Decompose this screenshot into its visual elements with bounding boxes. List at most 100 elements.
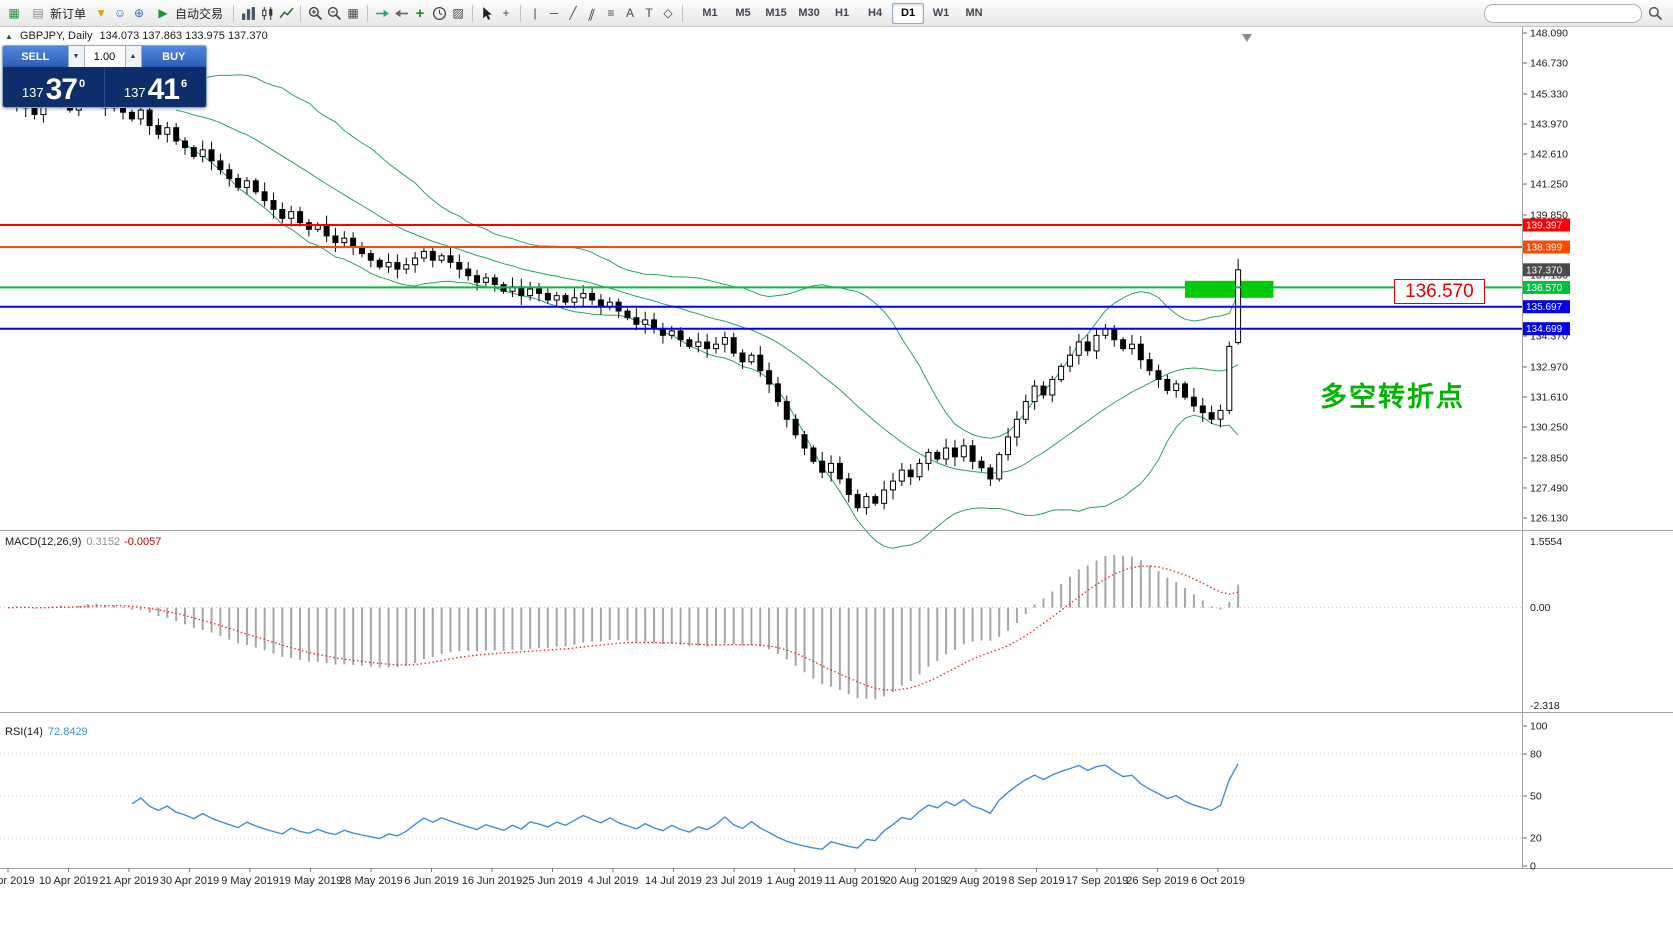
price-tick-label: 131.610	[1530, 391, 1568, 403]
one-click-collapse-arrow[interactable]: ▲	[5, 31, 13, 41]
autotrade-button[interactable]: ▶ 自动交易	[149, 3, 228, 23]
bar-chart-icon[interactable]	[239, 4, 257, 23]
rsi-indicator-label: RSI(14) 72.8429	[5, 726, 88, 738]
timeframe-w1[interactable]: W1	[932, 7, 950, 19]
channel-tool-icon[interactable]: ∥	[586, 6, 598, 20]
candle-body	[907, 469, 914, 478]
price-marker-139.397[interactable]	[1523, 218, 1570, 232]
toolbar-separator	[520, 4, 522, 22]
candle-body	[235, 178, 242, 188]
date-label: 16 Jun 2019	[462, 875, 523, 887]
search-icon[interactable]	[1646, 4, 1664, 23]
horizontal-line-tool-icon[interactable]: ─	[549, 6, 559, 20]
candle-body	[996, 454, 1003, 480]
candle-body	[1058, 365, 1065, 381]
candle-body	[1199, 405, 1206, 414]
sell-button[interactable]: SELL	[3, 46, 68, 67]
fibonacci-tool-icon[interactable]: ≡	[607, 6, 615, 20]
toolbar-separator	[300, 4, 302, 22]
new-order-button[interactable]: ▤ 新订单	[24, 3, 91, 23]
cursor-icon[interactable]	[478, 4, 496, 23]
search-area	[1484, 3, 1668, 23]
candle-body	[969, 445, 976, 462]
candle-body	[792, 418, 799, 436]
date-label: 17 Sep 2019	[1066, 875, 1128, 887]
tile-windows-icon[interactable]: ▦	[347, 6, 359, 20]
text-tool-icon[interactable]: A	[626, 6, 635, 20]
vertical-line-tool-icon[interactable]: |	[533, 6, 537, 20]
price-callout[interactable]: 136.570	[1394, 279, 1485, 304]
candles	[5, 82, 1242, 515]
candle-body	[633, 317, 640, 325]
candle-body	[854, 493, 861, 509]
zoom-out-icon[interactable]	[325, 4, 343, 23]
timeframe-m1[interactable]: M1	[702, 7, 718, 19]
candle-body	[1129, 343, 1135, 350]
turning-point-annotation: 多空转折点	[1320, 382, 1465, 412]
timeframe-m15[interactable]: M15	[765, 7, 787, 19]
candle-body	[1120, 339, 1127, 350]
price-tick-label: 148.090	[1530, 28, 1568, 40]
timeframe-h4[interactable]: H4	[868, 7, 883, 19]
highlight-rect[interactable]	[1185, 280, 1274, 298]
sell-price[interactable]: 137 37 0	[3, 67, 105, 107]
macd-scale-bottom: -2.318	[1530, 700, 1560, 712]
timeframe-m30[interactable]: M30	[798, 7, 820, 19]
auto-scroll-icon[interactable]	[373, 4, 391, 23]
periods-clock-icon[interactable]	[430, 4, 448, 23]
macd-main-value: 0.3152	[86, 536, 121, 548]
toolbar-separator	[367, 4, 369, 22]
profile-icon[interactable]: ☺	[113, 6, 127, 20]
timeframe-h1[interactable]: H1	[835, 7, 850, 19]
macd-scale-top: 1.5554	[1530, 536, 1562, 548]
buy-price[interactable]: 137 41 6	[105, 67, 206, 107]
search-input[interactable]	[1484, 3, 1642, 23]
candlestick-chart-icon[interactable]	[258, 4, 276, 23]
trendline-tool-icon[interactable]: ╱	[569, 6, 577, 20]
candle-body	[1217, 409, 1224, 420]
shapes-tool-icon[interactable]: ◇	[663, 6, 673, 20]
autotrade-play-icon: ▶	[158, 6, 168, 20]
new-chart-icon[interactable]: ▦	[8, 6, 20, 20]
candle-body	[801, 434, 808, 449]
price-marker-label: 135.697	[1526, 302, 1563, 313]
timeframe-d1[interactable]: D1	[892, 2, 925, 24]
timeframe-mn[interactable]: MN	[965, 7, 983, 19]
price-marker-138.399[interactable]	[1523, 240, 1570, 254]
label-tool-icon[interactable]: T	[645, 6, 653, 20]
crosshair-icon[interactable]: +	[502, 6, 510, 20]
volume-input[interactable]: 1.00	[84, 46, 125, 67]
line-chart-icon[interactable]	[277, 4, 295, 23]
buy-button[interactable]: BUY	[141, 46, 206, 67]
volume-down-button[interactable]: ▼	[67, 46, 85, 67]
price-tick-label: 142.610	[1530, 149, 1568, 161]
price-tick-label: 127.490	[1530, 482, 1568, 494]
chart-shift-marker[interactable]	[1242, 34, 1252, 42]
date-label: 4 Jul 2019	[588, 875, 639, 887]
funnel-icon[interactable]: ▼	[95, 6, 107, 20]
price-tick-label: 141.250	[1530, 179, 1568, 191]
candle-body	[270, 200, 277, 210]
price-marker-135.697[interactable]	[1523, 300, 1570, 314]
candle-body	[1022, 401, 1029, 420]
volume-up-button[interactable]: ▲	[124, 46, 142, 67]
chart-shift-icon[interactable]	[392, 4, 410, 23]
zoom-in-icon[interactable]	[306, 4, 324, 23]
candle-body	[341, 237, 348, 244]
candle-body	[686, 339, 693, 347]
candle-body	[208, 149, 215, 162]
template-icon[interactable]: ▨	[452, 6, 464, 20]
target-icon[interactable]: ⊕	[133, 6, 145, 20]
candle-body	[252, 180, 259, 193]
candle-body	[412, 257, 419, 266]
price-marker-136.570[interactable]	[1523, 280, 1570, 294]
date-label: 1 Aug 2019	[767, 875, 823, 887]
candle-body	[261, 191, 268, 202]
sell-price-pips: 37	[45, 73, 78, 107]
timeframe-m5[interactable]: M5	[735, 7, 751, 19]
indicators-icon[interactable]: +	[415, 4, 425, 22]
price-marker-134.699[interactable]	[1523, 322, 1570, 336]
price-marker-137.370[interactable]	[1523, 263, 1570, 277]
